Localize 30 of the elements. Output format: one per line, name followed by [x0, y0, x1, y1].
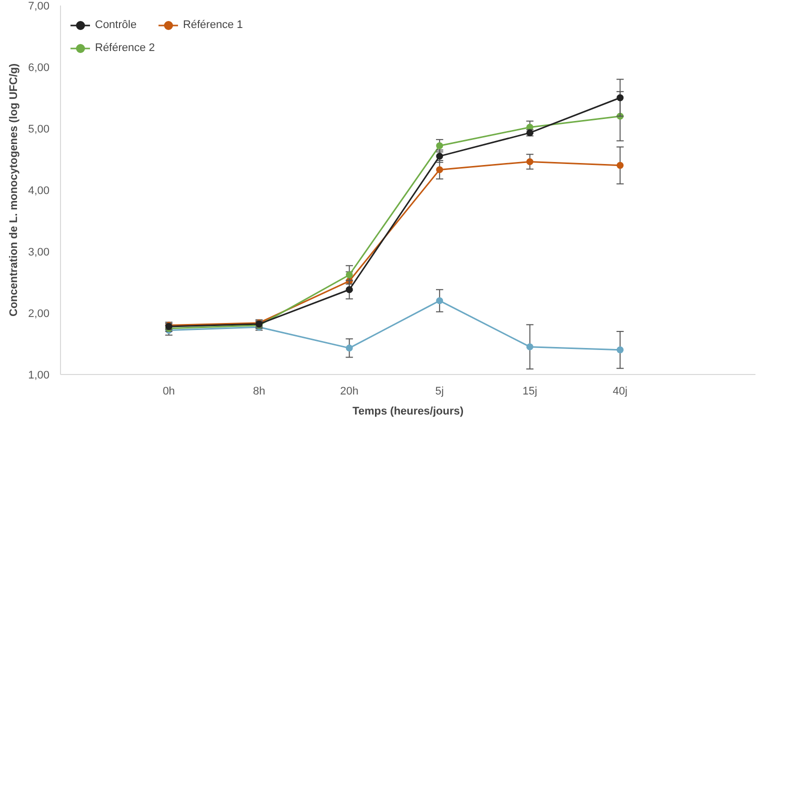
point	[616, 346, 624, 354]
y-tick-label: 1,00	[28, 370, 50, 382]
y-tick-label: 7,00	[28, 0, 50, 12]
x-tick-label: 5j	[435, 386, 444, 398]
legend-label: Référence 2	[95, 42, 155, 54]
y-tick-label: 5,00	[28, 124, 50, 136]
point	[346, 344, 353, 352]
point	[526, 158, 534, 166]
x-tick-label: 15j	[522, 386, 538, 398]
point	[346, 271, 353, 278]
point	[346, 286, 353, 294]
legend-label: Référence 1	[182, 19, 243, 31]
point	[436, 297, 444, 304]
point	[436, 166, 444, 174]
point	[616, 162, 624, 169]
y-tick-label: 3,00	[28, 246, 50, 258]
x-axis-title: Temps (heures/jours)	[352, 406, 464, 418]
legend-label: Contrôle	[95, 19, 137, 31]
point	[436, 142, 444, 150]
x-tick-label: 40j	[612, 386, 628, 398]
x-tick-label: 8h	[252, 386, 266, 398]
y-tick-label: 6,00	[28, 62, 50, 74]
x-tick-label: 20h	[340, 386, 359, 398]
y-tick-label: 4,00	[28, 185, 50, 197]
y-tick-label: 2,00	[28, 308, 50, 320]
point	[616, 94, 624, 102]
point	[436, 152, 444, 160]
point	[526, 343, 534, 350]
x-tick-label: 0h	[162, 386, 175, 398]
y-axis-title: Concentration de L. monocytogenes (log UFC/g)	[8, 63, 20, 316]
